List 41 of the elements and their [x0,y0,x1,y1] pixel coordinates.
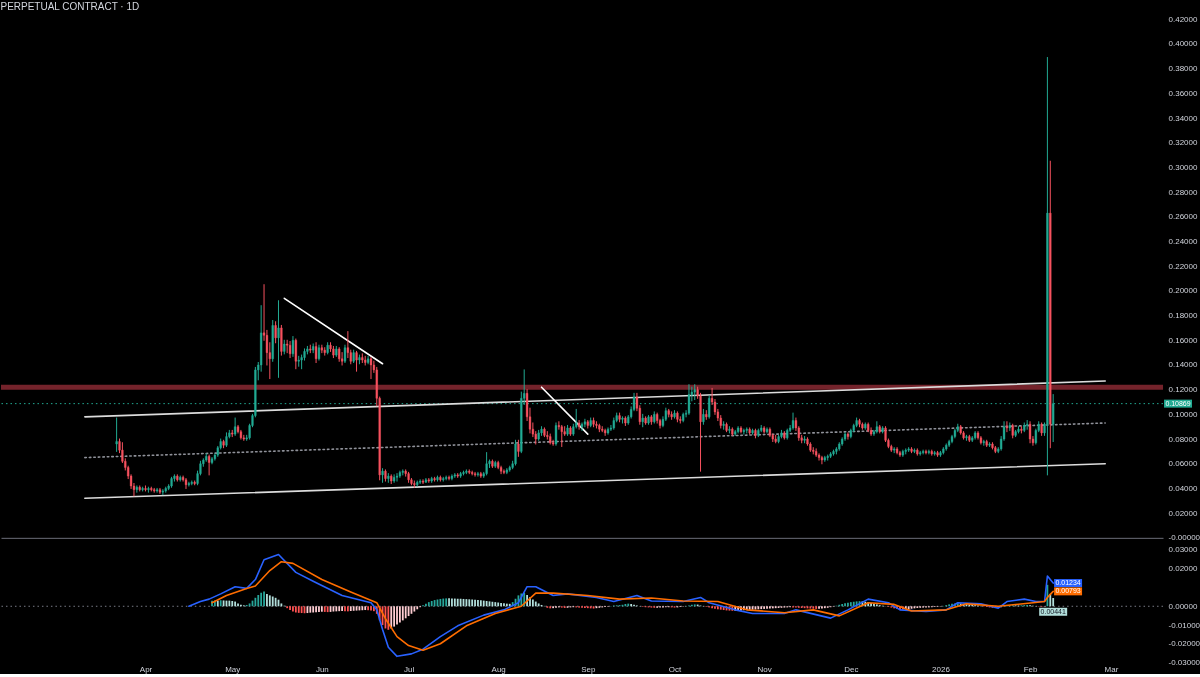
y-tick-label: 0.36000 [1168,88,1198,98]
x-tick-label: Mar [1104,665,1119,675]
y-tick-label: 0.26000 [1168,212,1198,222]
y-tick-label: -0.00000 [1168,533,1200,543]
y-tick-label: 0.34000 [1168,113,1198,123]
y-tick-label: 0.14000 [1168,360,1198,370]
y-tick-label: 0.02000 [1168,564,1198,574]
y-tick-label: 0.06000 [1168,459,1198,469]
y-tick-label: 0.00000 [1168,601,1198,611]
y-tick-label: 0.20000 [1168,286,1198,296]
y-tick-label: 0.03000 [1168,545,1198,555]
x-tick-label: Aug [491,665,506,675]
y-tick-label: 0.02000 [1168,508,1198,518]
y-tick-label: 0.30000 [1168,162,1198,172]
y-tick-label: 0.38000 [1168,64,1198,74]
x-tick-label: Dec [844,665,859,675]
y-tick-label: 0.24000 [1168,237,1198,247]
x-tick-label: Nov [757,665,772,675]
y-tick-label: -0.01000 [1168,620,1200,630]
y-tick-label: 0.18000 [1168,311,1198,321]
x-tick-label: Feb [1023,665,1038,675]
y-tick-label: 0.28000 [1168,187,1198,197]
x-tick-label: Apr [139,665,153,675]
y-tick-label: 0.32000 [1168,138,1198,148]
x-tick-label: Jul [403,665,415,675]
y-tick-label: 0.10000 [1168,409,1198,419]
y-tick-label: 0.42000 [1168,14,1198,24]
x-tick-label: Oct [668,665,683,675]
x-tick-label: Sep [581,665,596,675]
y-tick-label: 0.22000 [1168,261,1198,271]
chart-title: PERPETUAL CONTRACT · 1D [0,1,140,13]
y-tick-label: -0.03000 [1168,658,1200,668]
x-tick-label: Jun [315,665,329,675]
y-tick-label: 0.40000 [1168,39,1198,49]
y-tick-label: 0.04000 [1168,483,1198,493]
y-tick-label: -0.02000 [1168,639,1200,649]
y-tick-label: 0.12000 [1168,385,1198,395]
y-tick-label: 0.16000 [1168,335,1198,345]
x-tick-label: 2026 [932,665,951,675]
x-tick-label: May [225,665,241,675]
y-tick-label: 0.08000 [1168,434,1198,444]
